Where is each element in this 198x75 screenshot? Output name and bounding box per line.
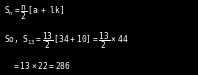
Text: $\mathtt{So,\;S_{13} = \dfrac{13}{2}\,[34 + 10] = \dfrac{13}{2} \times 44}$: $\mathtt{So,\;S_{13} = \dfrac{13}{2}\,[3… bbox=[4, 30, 129, 51]
Text: $\mathtt{= 13 \times 22 = 286}$: $\mathtt{= 13 \times 22 = 286}$ bbox=[12, 60, 71, 71]
Text: $\mathtt{S_n = \dfrac{n}{2}\,[a\;+\;lk]}$: $\mathtt{S_n = \dfrac{n}{2}\,[a\;+\;lk]}… bbox=[4, 4, 64, 22]
